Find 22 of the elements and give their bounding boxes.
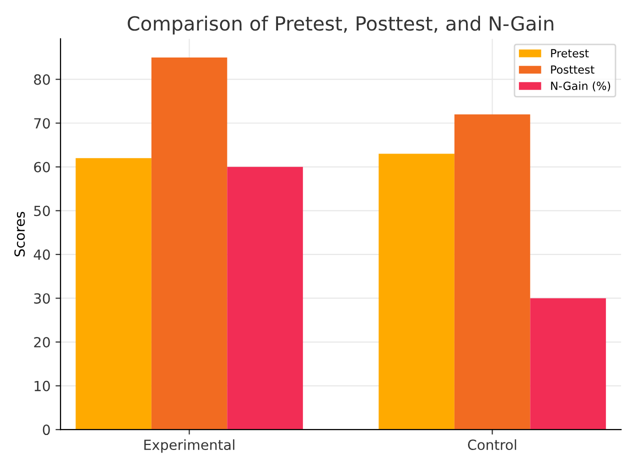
bar: [76, 158, 152, 430]
y-tick-label: 30: [34, 293, 50, 304]
bar: [151, 57, 228, 430]
chart-title: Comparison of Pretest, Posttest, and N-Gain: [128, 16, 554, 35]
bar: [454, 114, 530, 430]
y-tick-label: 40: [34, 249, 50, 260]
x-tick-label: Experimental: [144, 439, 234, 453]
y-tick-label: 10: [34, 380, 50, 392]
legend-label: Posttest: [551, 65, 594, 74]
y-axis-title: Scores: [14, 212, 25, 256]
y-tick-label: 80: [34, 74, 50, 85]
y-tick-label: 20: [34, 336, 50, 348]
bar: [378, 154, 454, 430]
y-tick-label: 0: [42, 424, 50, 436]
y-tick-label: 70: [34, 118, 50, 129]
bar: [227, 166, 303, 430]
legend-label: Pretest: [551, 49, 589, 58]
x-tick-label: Control: [468, 439, 516, 450]
legend-label: N-Gain (%): [551, 81, 610, 92]
bar: [530, 298, 606, 430]
y-tick-label: 50: [34, 206, 50, 216]
y-tick-label: 60: [34, 162, 50, 172]
